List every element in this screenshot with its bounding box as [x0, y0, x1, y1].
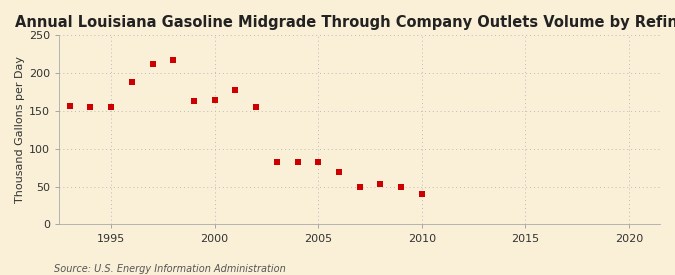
Text: Source: U.S. Energy Information Administration: Source: U.S. Energy Information Administ… — [54, 264, 286, 274]
Point — [416, 192, 427, 196]
Point — [230, 88, 241, 92]
Point — [147, 62, 158, 66]
Point — [64, 104, 75, 109]
Point — [333, 169, 344, 174]
Point — [188, 99, 199, 103]
Point — [375, 182, 386, 186]
Title: Annual Louisiana Gasoline Midgrade Through Company Outlets Volume by Refiners: Annual Louisiana Gasoline Midgrade Throu… — [16, 15, 675, 30]
Point — [292, 160, 303, 165]
Point — [271, 160, 282, 164]
Y-axis label: Thousand Gallons per Day: Thousand Gallons per Day — [15, 56, 25, 204]
Point — [313, 160, 323, 165]
Point — [396, 185, 406, 189]
Point — [209, 97, 220, 102]
Point — [168, 57, 179, 62]
Point — [354, 185, 365, 189]
Point — [106, 105, 117, 109]
Point — [250, 105, 261, 109]
Point — [85, 105, 96, 109]
Point — [126, 80, 137, 84]
